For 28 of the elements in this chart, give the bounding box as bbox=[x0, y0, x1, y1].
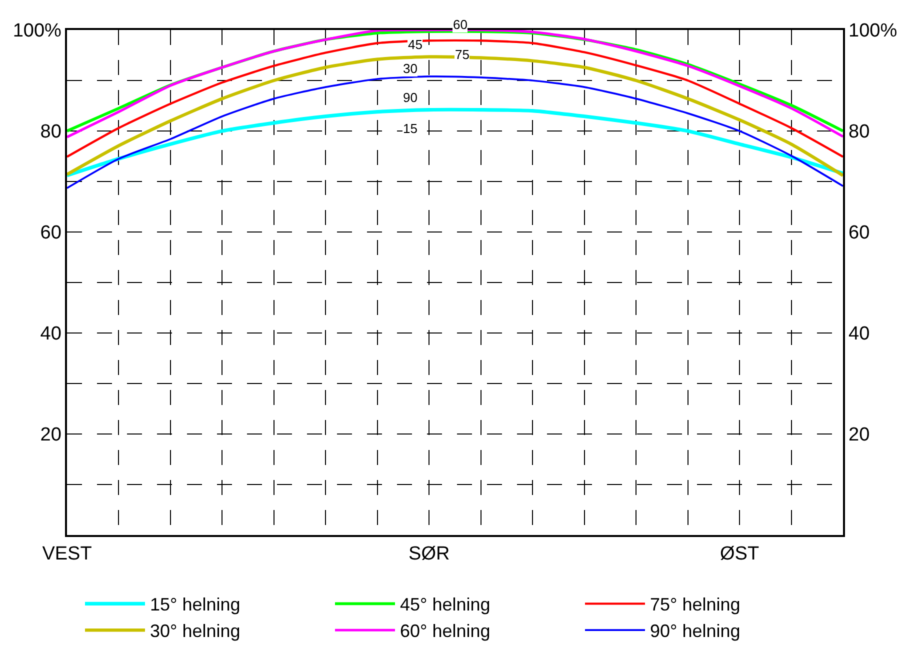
line-series bbox=[67, 108, 843, 178]
line-series bbox=[67, 39, 843, 158]
y-tick-label: 40 bbox=[40, 324, 62, 345]
legend-label: 90° helning bbox=[650, 621, 740, 642]
y2-tick-label: 20 bbox=[848, 424, 870, 446]
line-series bbox=[67, 76, 843, 189]
y-tick-label: 100% bbox=[12, 20, 62, 42]
x-tick-label: ØST bbox=[720, 544, 760, 565]
x-tick-label: VEST bbox=[42, 544, 92, 565]
y-tick-label: 80 bbox=[40, 122, 62, 143]
y-tick-label: 20 bbox=[40, 424, 62, 446]
legend-label: 30° helning bbox=[150, 621, 240, 642]
y-tick-label: 60 bbox=[40, 222, 62, 244]
y2-tick-label: 80 bbox=[848, 122, 870, 143]
legend-label: 60° helning bbox=[400, 621, 490, 642]
y2-tick-label: 60 bbox=[848, 222, 870, 244]
annotation: 60 bbox=[453, 17, 468, 32]
x-tick-label: SØR bbox=[408, 544, 450, 565]
y2-tick-label: 100% bbox=[848, 20, 898, 42]
annotation: 45 bbox=[408, 37, 422, 52]
legend-label: 75° helning bbox=[650, 594, 740, 615]
annotation: 75 bbox=[455, 47, 470, 62]
annotation: 30 bbox=[403, 61, 418, 76]
legend-label: 45° helning bbox=[400, 594, 490, 615]
annotation: 90 bbox=[403, 90, 418, 105]
y2-tick-label: 40 bbox=[848, 324, 870, 345]
annotation: 15 bbox=[403, 121, 418, 136]
legend-label: 15° helning bbox=[150, 594, 240, 615]
